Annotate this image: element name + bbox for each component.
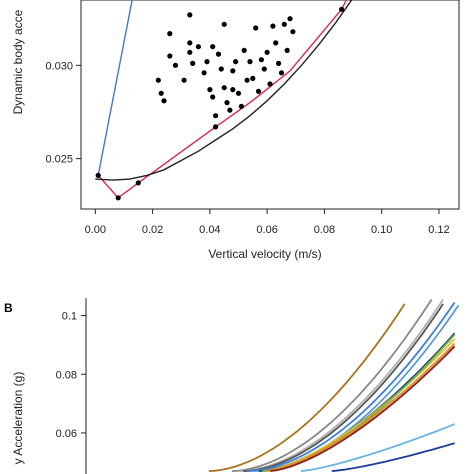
- data-point: [195, 44, 201, 50]
- curve-11: [300, 423, 455, 472]
- x-tick-label: 0.00: [85, 224, 106, 236]
- data-point: [181, 77, 187, 83]
- data-point: [207, 87, 213, 93]
- data-point: [253, 25, 259, 31]
- curve-1: [231, 299, 433, 472]
- series-line-1: [97, 0, 348, 199]
- data-point: [278, 70, 285, 76]
- data-point: [267, 81, 273, 87]
- data-point: [213, 124, 219, 130]
- data-point: [187, 12, 193, 18]
- data-point: [95, 172, 101, 178]
- data-point: [273, 40, 279, 46]
- curve-10: [270, 345, 456, 472]
- curve-4: [247, 301, 456, 472]
- plot-b-content: [208, 298, 460, 472]
- data-point: [172, 62, 179, 68]
- data-point: [250, 75, 256, 81]
- data-point: [213, 113, 219, 119]
- series-line-0: [97, 0, 133, 176]
- y-tick-label: 0.030: [45, 60, 73, 72]
- data-point: [233, 59, 239, 65]
- curve-2: [239, 298, 444, 472]
- data-point: [339, 6, 345, 12]
- x-tick-label: 0.02: [142, 224, 163, 236]
- data-point: [287, 16, 293, 22]
- y-tick-label: 0.08: [56, 369, 77, 381]
- data-point: [218, 66, 224, 72]
- data-point: [210, 44, 216, 50]
- data-point: [221, 85, 227, 91]
- data-point: [276, 60, 282, 66]
- data-point: [258, 57, 264, 63]
- data-point: [261, 66, 267, 72]
- data-point: [281, 21, 287, 27]
- data-point: [230, 68, 236, 74]
- plot-b-series: [208, 298, 460, 472]
- series-line-2: [95, 0, 353, 181]
- y-tick-label: 0.025: [45, 154, 73, 166]
- curve-12: [331, 442, 455, 472]
- plot-b-axes: 0.06 0.08 0.1: [56, 298, 87, 474]
- data-point: [158, 90, 164, 96]
- data-point: [167, 30, 173, 37]
- data-point: [235, 90, 242, 96]
- curve-7: [262, 338, 456, 472]
- data-point: [270, 23, 276, 29]
- data-point: [210, 94, 216, 100]
- plot-a-content: [95, 0, 353, 201]
- curve-3: [243, 303, 444, 472]
- y-axis-label: Dynamic body acce: [11, 9, 25, 114]
- data-point: [264, 49, 270, 55]
- curve-0: [208, 303, 406, 472]
- data-point: [255, 88, 262, 94]
- panel-b-y-axis-label: y Acceleration (g): [11, 372, 25, 465]
- data-point: [190, 60, 196, 66]
- plot-a-axes: 0.00 0.02 0.04 0.06 0.08 0.10 0.12 0.025 0.030: [45, 60, 449, 236]
- curve-6: [258, 332, 456, 472]
- data-point: [247, 59, 253, 65]
- data-point: [155, 77, 161, 83]
- plot-a-frame: [80, 0, 460, 210]
- panel-b: B 0.06 0.08 0.1 y Acceleration (g): [4, 298, 460, 474]
- panel-b-label: B: [4, 301, 13, 315]
- data-point: [204, 59, 210, 65]
- x-tick-label: 0.08: [314, 224, 335, 236]
- data-point: [290, 29, 296, 35]
- data-point: [227, 107, 233, 113]
- data-point: [115, 195, 121, 201]
- data-point: [238, 103, 244, 109]
- x-tick-label: 0.04: [199, 224, 220, 236]
- data-point: [284, 47, 290, 54]
- data-point: [161, 98, 167, 104]
- x-axis-label: Vertical velocity (m/s): [208, 247, 321, 261]
- x-tick-label: 0.10: [371, 224, 392, 236]
- data-point: [244, 77, 250, 83]
- x-tick-label: 0.12: [428, 224, 449, 236]
- x-tick-label: 0.06: [256, 224, 277, 236]
- data-point: [187, 49, 193, 55]
- panel-a: 0.00 0.02 0.04 0.06 0.08 0.10 0.12 0.025 0.030 V…: [11, 0, 460, 261]
- plot-a-series: [95, 0, 353, 201]
- curve-9: [266, 342, 456, 472]
- data-point: [201, 70, 207, 76]
- data-point: [135, 180, 141, 186]
- data-point: [221, 21, 227, 27]
- curve-5: [254, 304, 460, 472]
- y-tick-label: 0.1: [62, 311, 77, 323]
- data-point: [241, 47, 247, 54]
- data-point: [215, 51, 222, 57]
- data-point: [224, 100, 230, 106]
- data-point: [187, 40, 193, 46]
- data-point: [230, 87, 236, 93]
- data-point: [167, 53, 173, 59]
- y-tick-label: 0.06: [56, 428, 77, 440]
